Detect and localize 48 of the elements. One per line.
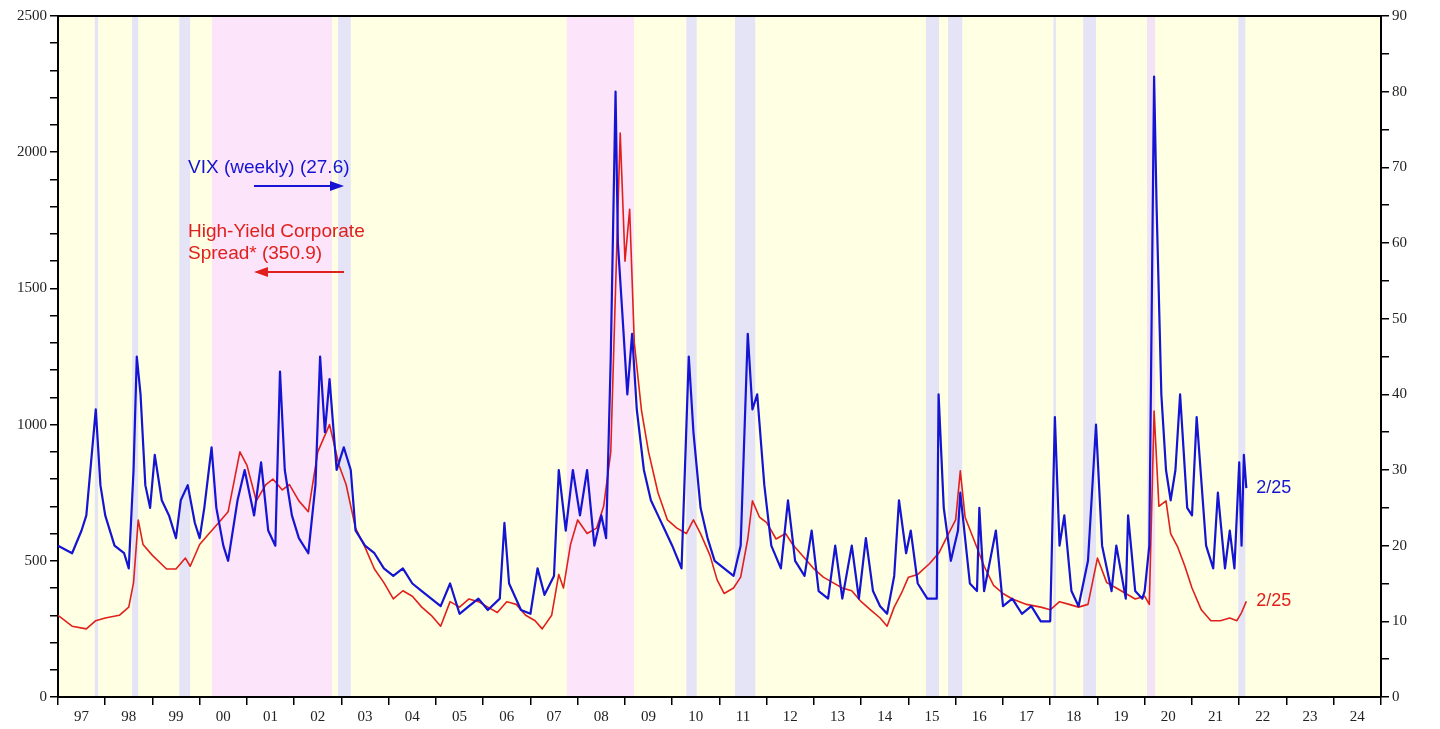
- x-tick-label: 02: [310, 707, 326, 724]
- y2-tick-label: 40: [1392, 385, 1407, 402]
- x-tick-label: 08: [593, 707, 609, 724]
- x-tick-label: 98: [121, 707, 137, 724]
- x-tick-label: 23: [1302, 707, 1318, 724]
- annotation: 2/25: [1256, 590, 1292, 611]
- x-tick-label: 10: [688, 707, 704, 724]
- y2-tick-label: 70: [1392, 158, 1407, 175]
- x-tick-label: 21: [1208, 707, 1224, 724]
- y-tick-label: 500: [24, 551, 47, 568]
- x-tick-label: 24: [1349, 707, 1366, 724]
- x-tick-label: 99: [168, 707, 184, 724]
- x-tick-label: 01: [263, 707, 279, 724]
- x-tick-label: 06: [499, 707, 515, 724]
- x-tick-label: 16: [971, 707, 988, 724]
- y2-tick-label: 50: [1392, 309, 1407, 326]
- y2-tick-label: 80: [1392, 82, 1407, 99]
- x-tick-label: 12: [782, 707, 798, 724]
- y-tick-label: 2500: [17, 6, 47, 23]
- annotation: 2/25: [1256, 477, 1292, 498]
- x-tick-label: 19: [1113, 707, 1129, 724]
- x-tick-label: 20: [1160, 707, 1176, 724]
- text: High-Yield Corporate Spread* (350.9): [188, 220, 366, 264]
- x-tick-label: 22: [1255, 707, 1271, 724]
- y-tick-label: 0: [39, 687, 47, 704]
- x-tick-label: 05: [452, 707, 468, 724]
- y2-tick-label: 10: [1392, 612, 1407, 629]
- x-tick-label: 97: [74, 707, 90, 724]
- x-tick-label: 03: [357, 707, 373, 724]
- x-tick-label: 11: [735, 707, 751, 724]
- x-tick-label: 17: [1019, 707, 1035, 724]
- y2-tick-label: 30: [1392, 460, 1407, 477]
- y2-tick-label: 0: [1392, 687, 1400, 704]
- y2-tick-label: 90: [1392, 6, 1407, 23]
- x-tick-label: 15: [924, 707, 940, 724]
- x-tick-label: 13: [830, 707, 846, 724]
- x-tick-label: 07: [546, 707, 562, 724]
- y-tick-label: 1000: [17, 415, 47, 432]
- x-tick-label: 09: [641, 707, 657, 724]
- x-tick-label: 00: [215, 707, 231, 724]
- y-tick-label: 1500: [17, 279, 47, 296]
- text: VIX (weekly) (27.6): [188, 156, 351, 178]
- x-tick-label: 18: [1066, 707, 1082, 724]
- x-tick-label: 14: [877, 707, 893, 724]
- y2-tick-label: 60: [1392, 233, 1407, 250]
- y2-tick-label: 20: [1392, 536, 1407, 553]
- y-tick-label: 2000: [17, 143, 47, 160]
- x-tick-label: 04: [404, 707, 421, 724]
